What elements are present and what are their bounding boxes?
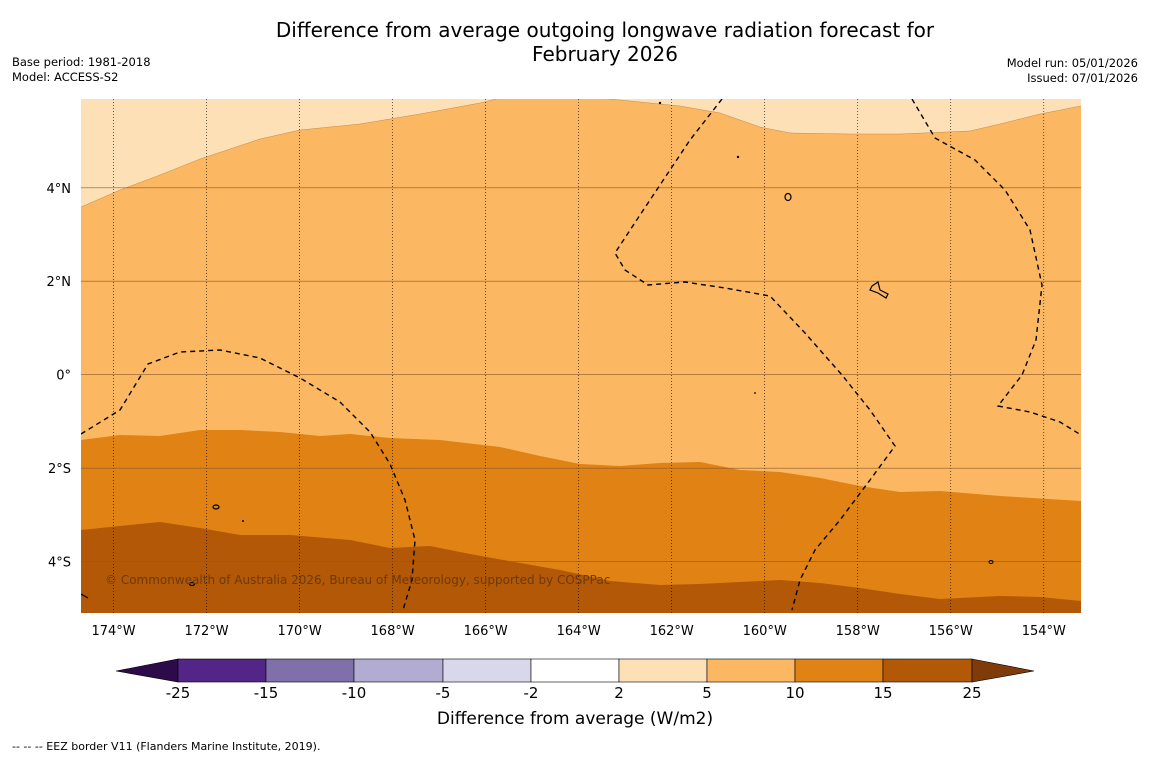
latitude-tick-labels: 4°N 2°N 0° 2°S 4°S	[47, 182, 72, 571]
colorbar-tick-label: -5	[435, 684, 451, 702]
lon-tick-label: 170°W	[278, 624, 322, 639]
lat-tick-label: 2°N	[47, 275, 72, 290]
island-marker	[784, 192, 792, 202]
colorbar-tick-label: 10	[785, 684, 805, 702]
colorbar-seg-15-25	[882, 658, 973, 683]
colorbar-seg-neg2-2	[530, 658, 620, 683]
island-kiritimati	[869, 281, 889, 299]
map-plot-area: © Commonwealth of Australia 2026, Bureau…	[81, 99, 1081, 613]
title-line-2: February 2026	[532, 42, 678, 66]
model-run: Model run: 05/01/2026	[1006, 56, 1138, 70]
colorbar-seg-10-15	[794, 658, 884, 683]
lon-tick-label: 154°W	[1022, 624, 1066, 639]
lon-tick-label: 166°W	[464, 624, 508, 639]
copyright-text: © Commonwealth of Australia 2026, Bureau…	[105, 573, 610, 587]
island-marker	[212, 504, 220, 510]
lon-tick-label: 174°W	[91, 624, 135, 639]
island-marker	[658, 101, 662, 105]
island-marker	[188, 581, 196, 587]
island-marker	[242, 520, 244, 522]
island-marker	[754, 392, 756, 394]
colorbar-extend-high	[971, 658, 1035, 683]
lon-tick-label: 172°W	[184, 624, 228, 639]
colorbar-title: Difference from average (W/m2)	[436, 709, 714, 729]
colorbar-seg-neg5-neg2	[442, 658, 532, 683]
band-15-25-region	[81, 522, 1081, 613]
colorbar-tick-label: 15	[873, 684, 893, 702]
colorbar	[115, 658, 1035, 683]
lon-tick-label: 162°W	[650, 624, 694, 639]
base-period: Base period: 1981-2018	[12, 55, 151, 69]
title-line-1: Difference from average outgoing longwav…	[275, 18, 935, 42]
colorbar-seg-neg25-neg15	[177, 658, 267, 683]
colorbar-tick-label: -2	[523, 684, 539, 702]
colorbar-tick-label: 2	[614, 684, 624, 702]
lon-tick-label: 164°W	[557, 624, 601, 639]
eez-border-fragment	[81, 593, 89, 599]
colorbar-seg-neg10-neg5	[353, 658, 444, 683]
lon-tick-label: 158°W	[836, 624, 880, 639]
gridlines	[81, 99, 1081, 613]
model-name: Model: ACCESS-S2	[12, 70, 119, 84]
colorbar-extend-low	[115, 658, 179, 683]
lon-tick-label: 168°W	[371, 624, 415, 639]
longitude-tick-labels: 174°W 172°W 170°W 168°W 166°W 164°W 162°W 160°W…	[91, 624, 1066, 639]
lat-tick-label: 2°S	[48, 462, 71, 477]
meta-right: Model run: 05/01/2026 Issued: 07/01/2026	[1007, 56, 1138, 86]
colorbar-seg-5-10	[706, 658, 796, 683]
colorbar-tick-label: -15	[253, 684, 279, 702]
contour-line-5	[81, 99, 1081, 208]
colorbar-tick-label: 25	[962, 684, 982, 702]
island-marker	[736, 155, 740, 159]
colorbar-tick-label: -25	[165, 684, 191, 702]
eez-border-east	[911, 99, 1081, 436]
lon-tick-label: 160°W	[743, 624, 787, 639]
lat-tick-label: 4°N	[47, 182, 72, 197]
lat-tick-label: 4°S	[48, 556, 71, 571]
island-marker	[988, 560, 994, 564]
footer-note: -- -- -- EEZ border V11 (Flanders Marine…	[12, 740, 321, 753]
colorbar-tick-label: -10	[341, 684, 367, 702]
issued-date: Issued: 07/01/2026	[1027, 71, 1138, 85]
chart-title: Difference from average outgoing longwav…	[230, 18, 980, 66]
lat-tick-label: 0°	[56, 369, 71, 384]
eez-border-west	[81, 349, 416, 611]
colorbar-seg-2-5	[618, 658, 708, 683]
colorbar-tick-label: 5	[702, 684, 712, 702]
meta-left: Base period: 1981-2018 Model: ACCESS-S2	[12, 55, 151, 85]
lon-tick-label: 156°W	[929, 624, 973, 639]
colorbar-seg-neg15-neg10	[265, 658, 355, 683]
